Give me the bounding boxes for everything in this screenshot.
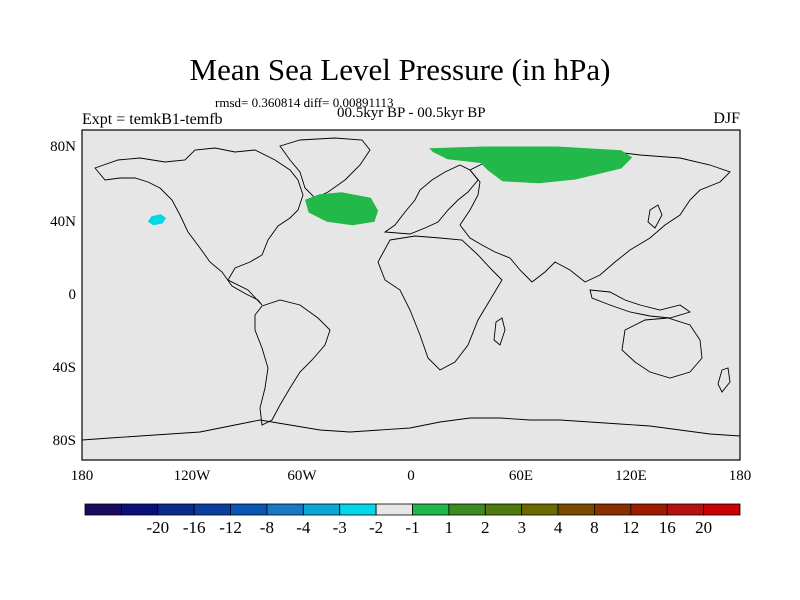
- lat-label: 40N: [50, 214, 76, 230]
- colorbar-cell: [521, 503, 559, 516]
- lon-label: 180: [70, 468, 94, 484]
- colorbar-label: -4: [296, 518, 311, 537]
- colorbar-cell: [448, 503, 486, 516]
- coast-indonesia: [589, 289, 692, 319]
- lon-label: 180: [728, 468, 752, 484]
- colorbar-label: -8: [259, 518, 274, 537]
- experiment-label: Expt = temkB1-temfb: [82, 111, 223, 128]
- colorbar-label: 8: [590, 518, 599, 537]
- colorbar-label: -16: [182, 518, 206, 537]
- colorbar-label: -2: [369, 518, 384, 537]
- colorbar-label: 12: [622, 518, 640, 537]
- colorbar-cell: [484, 503, 523, 516]
- coast-antarctica: [82, 417, 740, 441]
- anomaly-north-pacific: [147, 214, 167, 226]
- colorbar-label: 4: [553, 518, 563, 537]
- lon-label: 60W: [287, 468, 317, 484]
- colorbar-label: 16: [658, 518, 676, 537]
- colorbar-cell: [666, 503, 705, 516]
- coast-south-america: [254, 299, 331, 426]
- colorbar-label: 1: [444, 518, 454, 537]
- coast-greenland: [279, 137, 371, 199]
- colorbar-label: -12: [219, 518, 242, 537]
- colorbar-label: 3: [517, 518, 526, 537]
- lon-label: 120W: [173, 468, 211, 484]
- colorbar-label: -3: [332, 518, 347, 537]
- lon-label: 60E: [508, 468, 534, 484]
- lon-label: 0: [407, 468, 415, 484]
- lat-label: 80S: [52, 433, 76, 449]
- anomaly-north-atlantic: [305, 192, 379, 226]
- colorbar-cell: [84, 503, 122, 516]
- colorbar-label: 20: [695, 518, 713, 537]
- lat-label: 0: [68, 287, 77, 303]
- coast-africa: [377, 235, 503, 371]
- colorbar-cell: [594, 503, 632, 516]
- colorbar-cell: [557, 503, 595, 516]
- coast-north-america: [94, 147, 304, 306]
- colorbar-cell: [157, 503, 195, 516]
- colorbar-cell: [120, 503, 159, 516]
- lon-label: 120E: [615, 468, 647, 484]
- map-frame: [81, 129, 741, 461]
- colorbar-cell: [412, 503, 450, 516]
- colorbar-label: -1: [405, 518, 420, 537]
- colorbar-cell: [230, 503, 268, 516]
- season-label: DJF: [713, 110, 740, 127]
- colorbar-cell: [375, 503, 413, 516]
- colorbar-cell: [630, 503, 668, 516]
- colorbar-cell: [302, 503, 341, 516]
- colorbar-label: 2: [481, 518, 490, 537]
- coast-asia: [459, 147, 731, 283]
- coast-japan: [647, 204, 663, 229]
- anomaly-siberia: [429, 146, 633, 184]
- coast-madagascar: [493, 317, 506, 346]
- period-label: 00.5kyr BP - 00.5kyr BP: [337, 105, 486, 121]
- coast-australia: [621, 317, 703, 379]
- colorbar-cell: [266, 503, 304, 516]
- colorbar-label: -20: [146, 518, 170, 537]
- stats-text: rmsd= 0.360814 diff= 0.00891113: [215, 95, 394, 110]
- colorbar-cell: [339, 503, 377, 516]
- lat-label: 80N: [50, 139, 76, 155]
- map-title: Mean Sea Level Pressure (in hPa): [189, 52, 611, 87]
- coastlines: [82, 137, 740, 441]
- lat-label: 40S: [52, 360, 76, 376]
- colorbar-cell: [703, 503, 741, 516]
- colorbar-cell: [193, 503, 231, 516]
- coast-new-zealand: [717, 367, 731, 393]
